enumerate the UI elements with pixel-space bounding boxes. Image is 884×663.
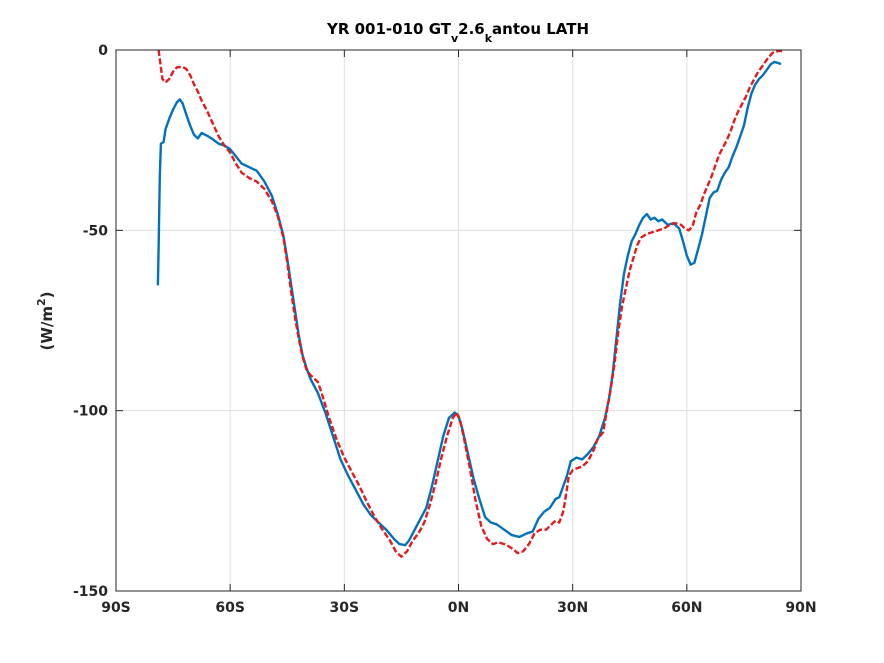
title-suffix: antou LATH [492,20,589,38]
y-tick-label: -50 [83,223,109,239]
y-tick-label: -150 [73,584,108,600]
title-middle: 2.6 [458,20,485,38]
x-tick-label: 90N [785,600,816,616]
ylabel-suffix: ) [38,291,56,298]
title-prefix: YR 001-010 GT [326,20,452,38]
x-tick-label: 90S [101,600,131,616]
series-line-2 [157,49,782,558]
title-subscript-1: v [451,32,459,45]
y-axis-label: (W/m2) [35,291,56,350]
ylabel-prefix: (W/m [38,306,56,351]
x-tick-label: 60S [215,600,245,616]
title-subscript-2: k [485,32,493,45]
ylabel-superscript: 2 [35,298,48,306]
x-tick-label: 60N [671,600,702,616]
chart-title: YR 001-010 GTv2.6kantou LATH [326,20,589,45]
x-tick-label: 0N [448,600,469,616]
x-tick-label: 30N [557,600,588,616]
y-tick-label: -100 [73,404,108,420]
ticks: 90S 60S 30S 0N 30N 60N 90N 0 -50 -100 -150 [73,43,817,616]
y-tick-label: 0 [98,43,108,59]
series-line-1 [156,60,782,547]
series-layer [156,49,782,558]
x-tick-label: 30S [330,600,360,616]
